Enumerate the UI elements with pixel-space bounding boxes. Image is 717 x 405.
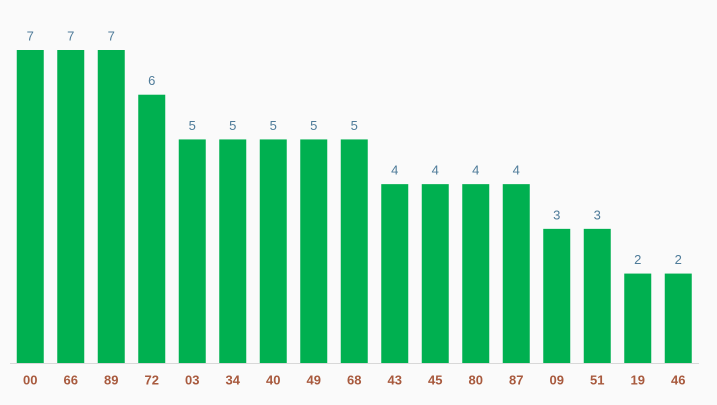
bar <box>462 184 490 363</box>
value-label: 3 <box>594 207 601 222</box>
x-tick-label: 34 <box>226 372 241 387</box>
bar <box>16 50 44 363</box>
x-tick-label: 72 <box>145 372 159 387</box>
bar <box>381 184 409 363</box>
bar <box>624 273 652 363</box>
bar <box>259 139 287 363</box>
x-tick-label: 03 <box>185 372 199 387</box>
x-tick-label: 46 <box>671 372 685 387</box>
x-tick-label: 00 <box>23 372 37 387</box>
x-tick-label: 43 <box>388 372 402 387</box>
x-tick-label: 89 <box>104 372 118 387</box>
bar <box>97 50 125 363</box>
value-label: 3 <box>553 207 560 222</box>
value-label: 5 <box>229 118 236 133</box>
value-label: 6 <box>148 73 155 88</box>
bar <box>219 139 247 363</box>
value-label: 4 <box>391 163 398 178</box>
x-tick-label: 09 <box>550 372 564 387</box>
value-label: 2 <box>634 252 641 267</box>
value-label: 7 <box>27 28 34 43</box>
x-tick-label: 51 <box>590 372 604 387</box>
bar <box>502 184 530 363</box>
bar <box>300 139 328 363</box>
bar <box>57 50 85 363</box>
bar <box>421 184 449 363</box>
bar <box>583 228 611 363</box>
value-label: 7 <box>67 28 74 43</box>
value-label: 7 <box>108 28 115 43</box>
x-tick-label: 45 <box>428 372 442 387</box>
x-tick-label: 68 <box>347 372 361 387</box>
value-label: 5 <box>310 118 317 133</box>
bar <box>138 94 166 363</box>
value-label: 5 <box>189 118 196 133</box>
x-tick-label: 80 <box>469 372 483 387</box>
value-label: 4 <box>432 163 439 178</box>
x-tick-label: 49 <box>307 372 321 387</box>
value-label: 5 <box>270 118 277 133</box>
x-tick-label: 66 <box>64 372 78 387</box>
x-tick-label: 40 <box>266 372 280 387</box>
value-label: 2 <box>675 252 682 267</box>
value-label: 4 <box>513 163 520 178</box>
bar <box>543 228 571 363</box>
x-tick-label: 19 <box>631 372 645 387</box>
bar <box>340 139 368 363</box>
value-label: 5 <box>351 118 358 133</box>
bar <box>178 139 206 363</box>
x-tick-label: 87 <box>509 372 523 387</box>
bar <box>664 273 692 363</box>
value-label: 4 <box>472 163 479 178</box>
